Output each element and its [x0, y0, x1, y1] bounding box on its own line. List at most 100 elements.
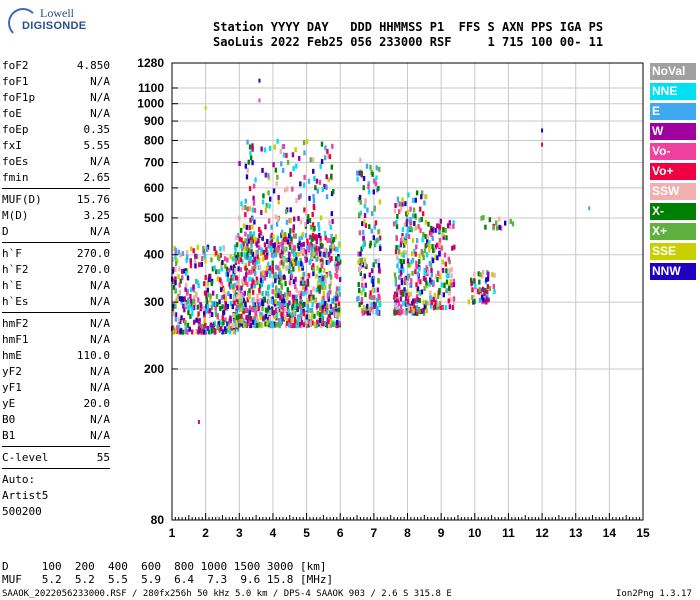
echo-point	[297, 245, 301, 251]
echo-point	[315, 273, 318, 279]
echo-point	[419, 206, 422, 212]
echo-point	[429, 296, 433, 302]
echo-point	[393, 291, 397, 297]
echo-point	[265, 265, 269, 271]
echo-point	[336, 323, 339, 329]
echo-point	[224, 329, 228, 335]
echo-point	[304, 249, 308, 255]
echo-point	[214, 329, 217, 335]
echo-point	[192, 284, 195, 290]
echo-point	[185, 290, 189, 296]
echo-point	[258, 283, 262, 289]
parameter-value: N/A	[90, 107, 110, 120]
echo-point	[411, 237, 415, 243]
parameter-row: M(D) 3.25	[2, 208, 110, 224]
echo-point	[237, 276, 240, 282]
echo-point	[280, 161, 283, 167]
echo-point	[235, 297, 238, 303]
echo-point	[191, 301, 194, 307]
echo-point	[321, 259, 324, 265]
echo-point	[330, 309, 334, 315]
x-tick-label: 5	[303, 526, 310, 540]
echo-point	[317, 221, 320, 227]
echo-point	[274, 214, 278, 220]
echo-point	[255, 249, 258, 255]
echo-point	[367, 189, 371, 195]
echo-point	[246, 254, 249, 260]
echo-point	[310, 296, 313, 302]
echo-point	[306, 219, 309, 225]
echo-point	[235, 282, 238, 288]
echo-point	[292, 166, 295, 172]
echo-point	[205, 308, 209, 314]
echo-point	[300, 319, 304, 325]
parameter-name: hmE	[2, 349, 22, 362]
echo-point	[359, 157, 362, 163]
echo-point	[202, 248, 205, 254]
echo-point	[221, 259, 224, 265]
echo-point	[324, 145, 327, 151]
echo-point	[312, 251, 315, 257]
echo-point	[405, 218, 409, 224]
echo-point	[172, 311, 176, 317]
echo-point	[298, 155, 301, 161]
echo-point	[252, 307, 255, 313]
echo-point	[370, 295, 374, 301]
echo-point	[229, 265, 233, 271]
echo-point	[281, 303, 284, 309]
echo-point	[358, 170, 361, 176]
echo-point	[312, 266, 315, 272]
echo-point	[290, 273, 294, 279]
echo-point	[428, 243, 431, 249]
echo-point	[322, 280, 325, 286]
echo-point	[424, 233, 427, 239]
echo-point	[327, 259, 330, 265]
echo-point	[330, 307, 333, 313]
echo-point	[288, 268, 291, 274]
echo-point	[275, 221, 279, 227]
echo-point	[244, 212, 247, 218]
x-tick-label: 7	[371, 526, 378, 540]
echo-point	[241, 305, 245, 311]
echo-point	[393, 208, 397, 214]
echo-point	[401, 291, 405, 297]
echo-point	[330, 211, 334, 217]
echo-point	[282, 274, 286, 280]
echo-point	[267, 261, 270, 267]
echo-point	[411, 197, 415, 203]
echo-point	[372, 262, 375, 268]
echo-point	[183, 268, 186, 274]
echo-point	[252, 301, 255, 307]
echo-point	[184, 301, 187, 307]
echo-point	[331, 218, 334, 224]
echo-point	[264, 207, 268, 213]
echo-point	[271, 296, 274, 302]
echo-point	[365, 309, 368, 315]
echo-point	[311, 301, 314, 307]
echo-point	[323, 310, 327, 316]
echo-point	[271, 260, 274, 266]
echo-point	[414, 213, 417, 219]
parameter-name: hmF2	[2, 317, 29, 330]
echo-point	[326, 309, 329, 315]
echo-point	[406, 289, 409, 295]
echo-point	[266, 320, 269, 326]
echo-point	[305, 311, 308, 317]
echo-point	[317, 286, 320, 292]
echo-point	[284, 308, 288, 314]
echo-point	[488, 217, 492, 223]
echo-point	[411, 251, 414, 257]
echo-point	[418, 308, 421, 314]
echo-point	[405, 221, 408, 227]
echo-point	[338, 259, 342, 265]
echo-point	[325, 194, 329, 200]
echo-point	[215, 294, 219, 300]
echo-point	[222, 246, 226, 252]
echo-point	[203, 310, 206, 316]
echo-point	[182, 303, 185, 309]
echo-point	[261, 278, 264, 284]
echo-point	[251, 143, 254, 149]
echo-point	[302, 285, 305, 291]
parameter-row: h`Es N/A	[2, 294, 110, 310]
echo-point	[276, 138, 279, 144]
